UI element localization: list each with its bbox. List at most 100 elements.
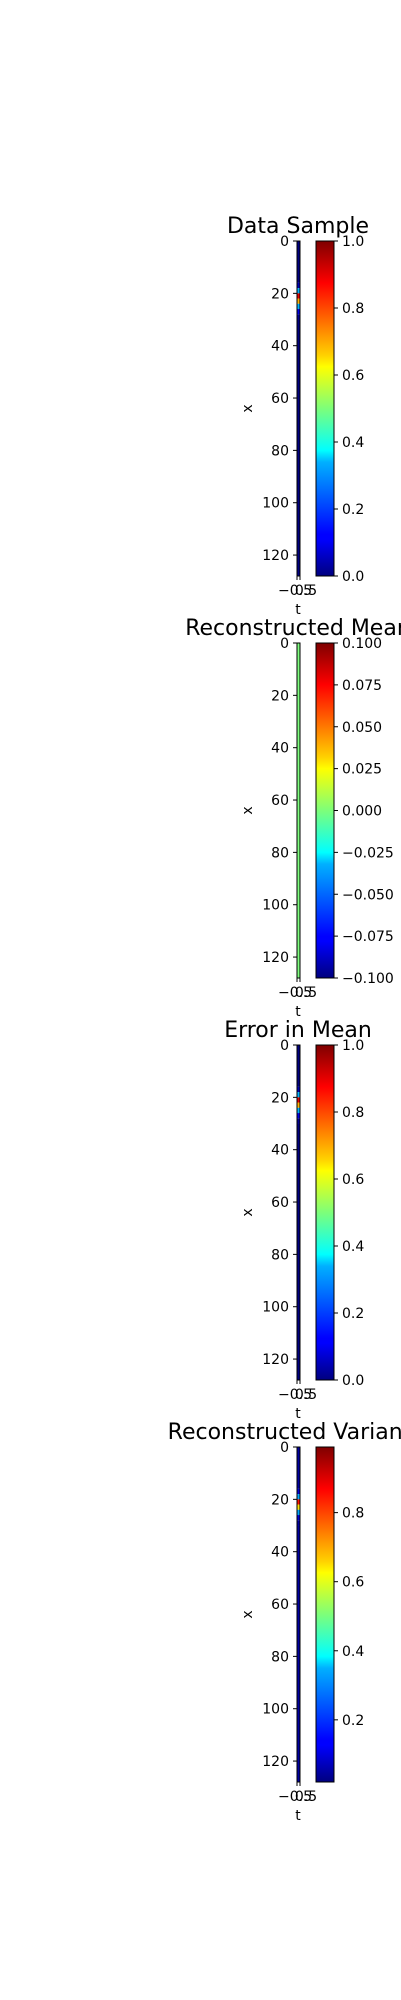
heatmap-cell [297, 1494, 300, 1500]
panel-4: Reconstructed Variance0 20 40 60 80 100 120 x −0… [168, 1420, 401, 1824]
colorbar-tick-label: 0.100 [342, 636, 382, 652]
y-tick-label: 0 [280, 1440, 289, 1456]
x-axis-label: t [295, 1406, 301, 1422]
heatmap-cell [297, 1499, 300, 1505]
heatmap-cell [297, 303, 300, 310]
colorbar-tick-label: 0.8 [342, 301, 364, 317]
y-tick-label: 80 [271, 443, 289, 459]
heatmap-cell [297, 1113, 300, 1119]
heatmap-cell [297, 1447, 300, 1489]
colorbar [315, 1446, 335, 1783]
y-tick-label: 20 [271, 688, 289, 704]
y-axis-label: x [240, 1208, 256, 1216]
y-tick-label: 100 [262, 1300, 289, 1316]
x-tick-label: −0.5 [278, 985, 312, 1001]
x-tick-label: 0.5 [295, 985, 317, 1001]
x-tick-label: 0.5 [295, 1387, 317, 1403]
y-tick-label: 80 [271, 1247, 289, 1263]
colorbar-tick-label: 0.025 [342, 762, 382, 778]
colorbar-tick-label: −0.100 [342, 971, 394, 987]
x-tick-label: 0.5 [295, 1789, 317, 1805]
x-axis-label: t [295, 1808, 301, 1824]
axes-frame [296, 642, 301, 979]
heatmap-cell [297, 282, 300, 289]
y-tick-label: 120 [262, 1754, 289, 1770]
heatmap-cell [297, 1092, 300, 1098]
y-tick-label: 40 [271, 1143, 289, 1159]
colorbar-tick-label: 0.8 [342, 1105, 364, 1121]
heatmap-cell [297, 1525, 300, 1782]
colorbar-tick-label: 0.000 [342, 804, 382, 820]
colorbar-tick-label: 0.2 [342, 1713, 364, 1729]
heatmap-cell [297, 314, 300, 320]
panel-title: Reconstructed Variance [168, 1420, 401, 1445]
colorbar [315, 240, 335, 577]
y-axis-label: x [240, 1610, 256, 1618]
heatmap-cell [297, 1097, 300, 1103]
y-tick-label: 80 [271, 845, 289, 861]
x-tick-label: −0.5 [278, 1387, 312, 1403]
heatmap-cell [297, 298, 300, 304]
panel-title: Data Sample [227, 214, 369, 239]
y-axis-label: x [240, 404, 256, 412]
y-tick-label: 20 [271, 1492, 289, 1508]
y-tick-label: 0 [280, 1038, 289, 1054]
colorbar [315, 642, 335, 979]
colorbar-tick-label: 0.0 [342, 569, 364, 585]
y-tick-label: 120 [262, 548, 289, 564]
heatmap-cell [297, 1515, 300, 1521]
y-tick-label: 20 [271, 286, 289, 302]
heatmap-cell [297, 293, 300, 299]
heatmap-cell [297, 1086, 300, 1093]
y-tick-label: 0 [280, 234, 289, 250]
heatmap-cell [297, 643, 300, 978]
colorbar-tick-label: 0.2 [342, 1306, 364, 1322]
colorbar-tick-label: 1.0 [342, 234, 364, 250]
panel-title: Reconstructed Mean [185, 616, 401, 641]
colorbar-tick-label: 0.8 [342, 1506, 364, 1522]
colorbar-tick-label: 0.4 [342, 435, 364, 451]
colorbar-tick-label: 0.6 [342, 368, 364, 384]
heatmap-cell [297, 1102, 300, 1108]
heatmap-cell [297, 241, 300, 283]
heatmap-cell [297, 319, 300, 576]
y-tick-label: 20 [271, 1090, 289, 1106]
y-tick-label: 120 [262, 950, 289, 966]
y-tick-label: 40 [271, 339, 289, 355]
heatmap-cell [297, 1504, 300, 1510]
axes-frame [296, 1044, 301, 1381]
colorbar-tick-label: 0.4 [342, 1644, 364, 1660]
y-tick-label: 0 [280, 636, 289, 652]
heatmap-cell [297, 288, 300, 294]
heatmap-cell [297, 1509, 300, 1516]
colorbar-tick-label: −0.050 [342, 887, 394, 903]
heatmap-cell [297, 1107, 300, 1114]
x-axis-label: t [295, 602, 301, 618]
colorbar-tick-label: −0.025 [342, 845, 394, 861]
colorbar-tick-label: 0.050 [342, 720, 382, 736]
y-tick-label: 120 [262, 1352, 289, 1368]
y-tick-label: 60 [271, 1597, 289, 1613]
colorbar-tick-label: 0.0 [342, 1373, 364, 1389]
x-tick-label: −0.5 [278, 583, 312, 599]
axes-frame [296, 240, 301, 577]
x-tick-label: 0.5 [295, 583, 317, 599]
y-tick-label: 100 [262, 898, 289, 914]
axes-frame [296, 1446, 301, 1783]
y-tick-label: 60 [271, 1195, 289, 1211]
colorbar-tick-label: 0.2 [342, 502, 364, 518]
y-tick-label: 40 [271, 741, 289, 757]
panel-2: Reconstructed Mean020406080100120x−0.50.… [185, 616, 401, 1020]
heatmap-cell [297, 1123, 300, 1380]
y-tick-label: 40 [271, 1545, 289, 1561]
colorbar-tick-label: 0.6 [342, 1172, 364, 1188]
colorbar-tick-label: 0.6 [342, 1575, 364, 1591]
heatmap-cell [297, 1045, 300, 1087]
y-tick-label: 100 [262, 1702, 289, 1718]
heatmap-cell [297, 1118, 300, 1124]
colorbar-tick-label: 1.0 [342, 1038, 364, 1054]
colorbar [315, 1044, 335, 1381]
